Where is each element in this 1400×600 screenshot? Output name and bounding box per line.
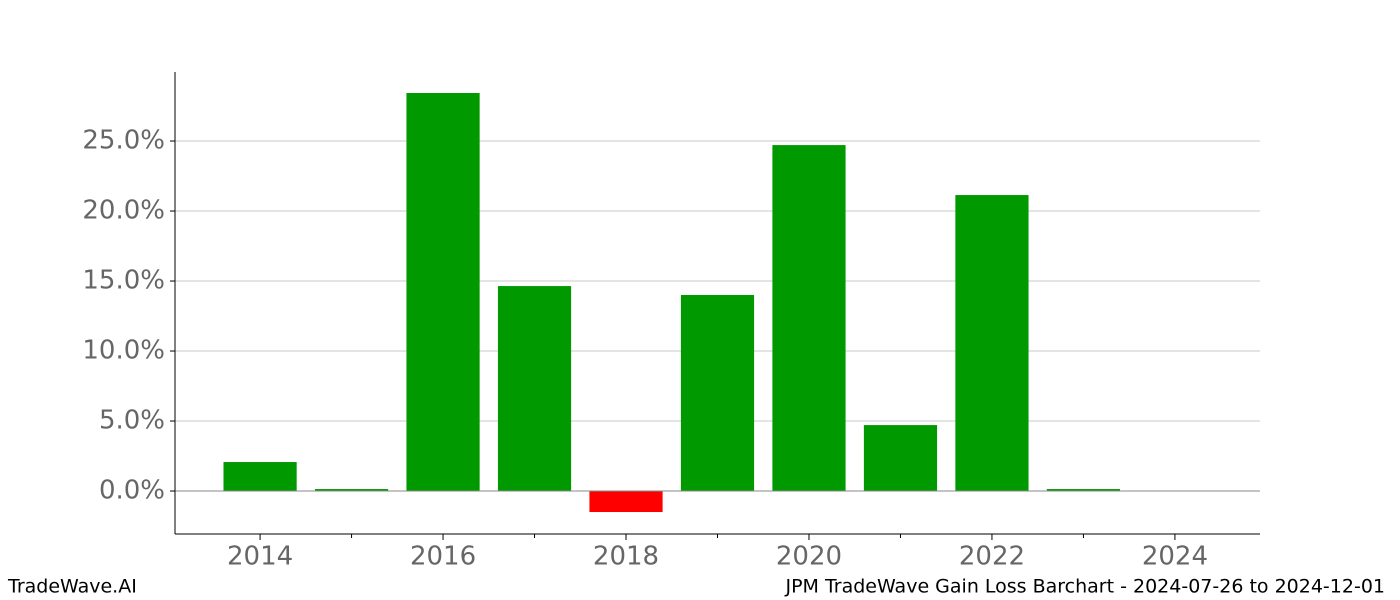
footer-left: TradeWave.AI	[7, 576, 137, 598]
footer-right: JPM TradeWave Gain Loss Barchart - 2024-…	[784, 576, 1385, 598]
x-tick-label: 2018	[593, 542, 659, 572]
bar	[223, 462, 297, 492]
x-tick-label: 2016	[410, 542, 476, 572]
bar	[1046, 489, 1121, 492]
x-tick-label: 2024	[1142, 542, 1208, 572]
bar	[314, 489, 389, 492]
y-tick-label: 20.0%	[82, 196, 165, 226]
bar	[680, 295, 755, 492]
y-tick-label: 0.0%	[99, 476, 165, 506]
x-tick-label: 2022	[959, 542, 1025, 572]
y-tick-label: 10.0%	[82, 336, 165, 366]
bar	[955, 195, 1029, 492]
bar	[863, 425, 938, 492]
y-tick-label: 15.0%	[82, 266, 165, 296]
bar	[772, 145, 846, 492]
y-tick-label: 5.0%	[99, 406, 165, 436]
x-tick-label: 2014	[227, 542, 293, 572]
bar	[497, 286, 572, 492]
x-tick-label: 2020	[776, 542, 842, 572]
bar	[406, 93, 480, 492]
bar	[589, 491, 663, 513]
y-tick-label: 25.0%	[82, 126, 165, 156]
